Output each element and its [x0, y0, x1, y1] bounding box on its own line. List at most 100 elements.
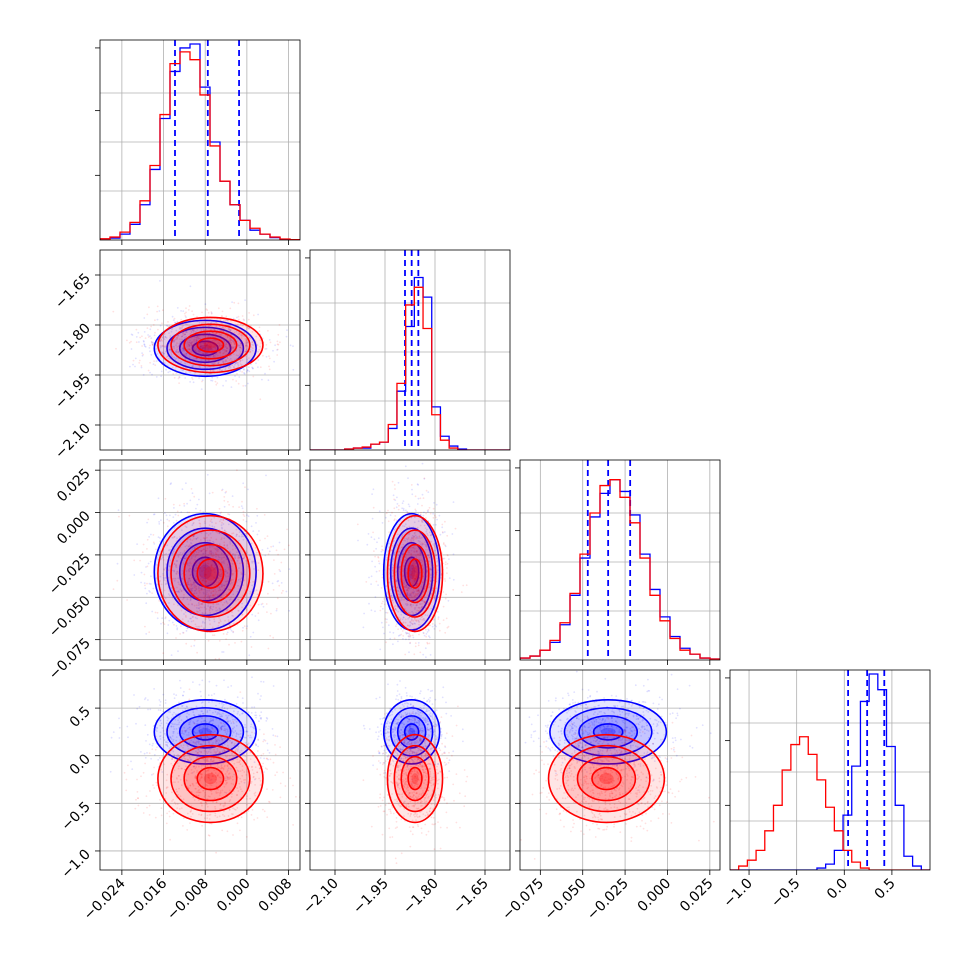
scatter-point	[238, 336, 241, 339]
scatter-point	[411, 567, 414, 570]
scatter-point	[157, 497, 160, 500]
scatter-point	[202, 511, 205, 513]
scatter-point	[183, 349, 186, 351]
scatter-point	[229, 307, 232, 310]
scatter-point	[189, 538, 192, 541]
scatter-point	[417, 589, 420, 592]
scatter-point	[211, 491, 214, 494]
scatter-point	[148, 347, 151, 349]
scatter-point	[387, 624, 390, 627]
scatter-point	[118, 515, 120, 518]
scatter-point	[211, 569, 214, 572]
scatter-point	[234, 642, 236, 644]
scatter-point	[171, 355, 174, 358]
scatter-point	[176, 346, 179, 348]
scatter-point	[210, 345, 213, 348]
scatter-point	[141, 354, 144, 357]
scatter-point	[230, 685, 233, 687]
scatter-point	[244, 747, 247, 749]
scatter-point	[182, 632, 185, 634]
scatter-point	[424, 647, 427, 650]
scatter-point	[272, 545, 275, 548]
scatter-point	[205, 340, 208, 343]
scatter-point	[436, 571, 438, 574]
scatter-point	[170, 352, 173, 355]
scatter-point	[195, 732, 198, 735]
scatter-point	[189, 546, 192, 548]
scatter-point	[129, 365, 131, 368]
scatter-point	[225, 553, 228, 556]
scatter-point	[405, 610, 408, 612]
scatter-point	[218, 622, 220, 624]
scatter-point	[195, 566, 198, 569]
scatter-point	[204, 522, 206, 524]
scatter-point	[236, 337, 239, 339]
scatter-point	[232, 505, 235, 508]
scatter-point	[243, 556, 246, 559]
scatter-point	[366, 543, 369, 546]
scatter-point	[173, 577, 176, 580]
scatter-point	[419, 554, 422, 557]
scatter-point	[215, 334, 217, 337]
scatter-point	[225, 733, 228, 736]
scatter-point	[433, 596, 435, 599]
scatter-point	[220, 338, 223, 340]
scatter-point	[223, 544, 226, 547]
scatter-point	[415, 627, 418, 630]
scatter-point	[365, 581, 368, 583]
scatter-point	[141, 551, 144, 554]
scatter-point	[191, 539, 194, 542]
scatter-point	[425, 585, 427, 587]
scatter-point	[239, 586, 242, 589]
scatter-point	[430, 580, 432, 583]
scatter-point	[397, 606, 399, 609]
scatter-point	[169, 335, 172, 337]
scatter-point	[387, 509, 389, 512]
scatter-point	[244, 331, 246, 334]
scatter-point	[186, 323, 189, 326]
scatter-point	[406, 561, 408, 564]
scatter-point	[159, 719, 162, 722]
scatter-point	[434, 545, 436, 548]
scatter-point	[255, 565, 257, 568]
scatter-point	[220, 329, 223, 332]
scatter-point	[218, 556, 221, 559]
scatter-point	[408, 616, 411, 619]
scatter-point	[428, 635, 430, 638]
scatter-point	[219, 365, 222, 368]
scatter-point	[194, 585, 197, 587]
scatter-point	[185, 556, 188, 559]
contour-line	[386, 514, 444, 633]
scatter-point	[162, 337, 165, 339]
scatter-point	[209, 551, 212, 553]
scatter-point	[412, 564, 415, 567]
scatter-point	[394, 608, 397, 610]
scatter-point	[423, 587, 425, 590]
scatter-point	[398, 520, 401, 522]
scatter-point	[218, 739, 221, 742]
scatter-point	[230, 596, 233, 598]
scatter-point	[415, 593, 418, 595]
scatter-point	[185, 729, 188, 732]
scatter-point	[191, 548, 194, 550]
scatter-point	[406, 579, 409, 581]
scatter-point	[208, 344, 211, 347]
scatter-point	[197, 604, 200, 606]
scatter-point	[209, 607, 211, 609]
scatter-point	[222, 384, 225, 387]
scatter-point	[224, 574, 227, 577]
scatter-point	[422, 535, 424, 537]
scatter-point	[178, 504, 181, 507]
scatter-point	[276, 354, 279, 356]
scatter-point	[223, 328, 225, 330]
scatter-point	[405, 584, 408, 587]
scatter-point	[201, 334, 204, 336]
scatter-point	[171, 552, 174, 555]
scatter-point	[214, 576, 217, 579]
scatter-point	[183, 551, 186, 554]
scatter-point	[257, 569, 260, 571]
scatter-point	[452, 553, 455, 556]
scatter-point	[412, 619, 415, 622]
scatter-point	[234, 335, 237, 338]
scatter-point	[199, 343, 202, 346]
